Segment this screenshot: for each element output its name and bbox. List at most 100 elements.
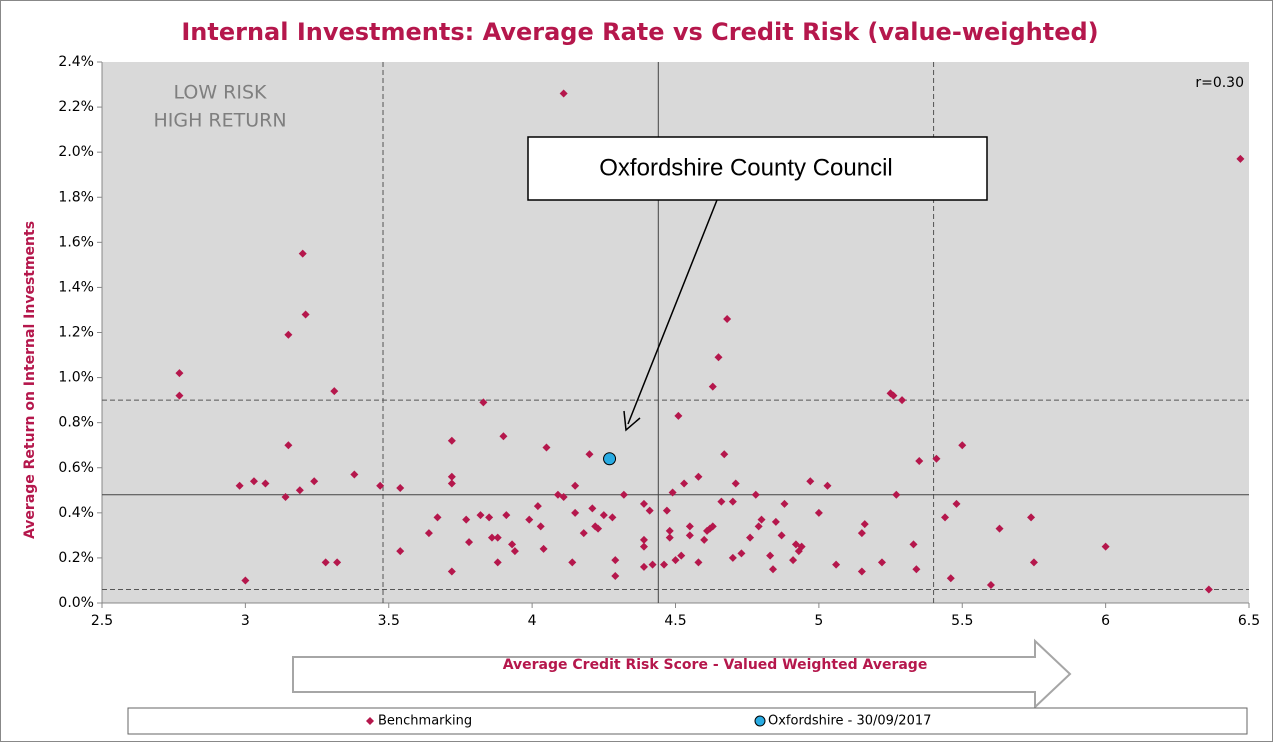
y-tick-label: 1.0% <box>58 370 94 386</box>
point <box>508 540 517 549</box>
point <box>424 529 433 538</box>
point <box>585 450 594 459</box>
point <box>958 441 967 450</box>
point <box>462 515 471 524</box>
legend-marker <box>366 717 374 725</box>
point <box>330 387 339 396</box>
point <box>447 472 456 481</box>
x-tick-label: 3.5 <box>378 613 400 629</box>
point <box>559 89 568 98</box>
x-tick-label: 3 <box>241 613 250 629</box>
point <box>476 511 485 520</box>
point <box>909 540 918 549</box>
point <box>499 432 508 441</box>
point <box>568 558 577 567</box>
point <box>857 567 866 576</box>
point <box>1204 585 1213 594</box>
point <box>639 535 648 544</box>
point <box>708 522 717 531</box>
point <box>376 481 385 490</box>
point <box>708 382 717 391</box>
point <box>832 560 841 569</box>
legend-marker <box>754 715 766 727</box>
point <box>510 547 519 556</box>
point <box>857 529 866 538</box>
point <box>542 443 551 452</box>
point <box>662 506 671 515</box>
callout-text: Oxfordshire County Council <box>599 154 892 181</box>
point <box>447 479 456 488</box>
point <box>694 558 703 567</box>
y-tick-label: 2.2% <box>58 99 94 115</box>
y-tick-label: 0.6% <box>58 460 94 476</box>
point <box>281 493 290 502</box>
point <box>493 558 502 567</box>
point <box>433 513 442 522</box>
point <box>571 508 580 517</box>
x-tick-label: 6 <box>1101 613 1110 629</box>
point <box>301 310 310 319</box>
point <box>780 499 789 508</box>
y-tick-label: 2.0% <box>58 144 94 160</box>
point <box>1029 558 1038 567</box>
point <box>797 542 806 551</box>
point <box>295 486 304 495</box>
point <box>559 493 568 502</box>
point <box>594 524 603 533</box>
point <box>525 515 534 524</box>
point <box>333 558 342 567</box>
point <box>1236 154 1245 163</box>
point <box>823 481 832 490</box>
point <box>766 551 775 560</box>
y-tick-label: 1.2% <box>58 325 94 341</box>
x-tick-label: 4 <box>528 613 537 629</box>
point <box>611 571 620 580</box>
point <box>645 506 654 515</box>
y-tick-label: 1.8% <box>58 189 94 205</box>
point <box>310 477 319 486</box>
point <box>660 560 669 569</box>
x-axis-label: Average Credit Risk Score - Valued Weigh… <box>503 657 928 673</box>
annotation: HIGH RETURN <box>153 110 286 132</box>
point <box>284 330 293 339</box>
y-tick-label: 1.4% <box>58 279 94 295</box>
y-tick-label: 0.4% <box>58 505 94 521</box>
point <box>754 522 763 531</box>
y-axis-label: Average Return on Internal Investments <box>22 221 38 539</box>
point <box>665 526 674 535</box>
point <box>1027 513 1036 522</box>
point <box>685 531 694 540</box>
x-tick-label: 5.5 <box>951 613 973 629</box>
point <box>720 450 729 459</box>
point <box>284 441 293 450</box>
legend-label: Benchmarking <box>378 714 472 729</box>
marks: 0.0% 0.2% 0.4% 0.6% 0.8% 1.0% 1.2% 1.4% 1.6% 1.8%… <box>58 54 1260 729</box>
y-tick-label: 2.4% <box>58 54 94 70</box>
point <box>1101 542 1110 551</box>
point <box>746 533 755 542</box>
point <box>608 513 617 522</box>
point <box>912 565 921 574</box>
x-tick-label: 2.5 <box>91 613 113 629</box>
point <box>539 544 548 553</box>
point <box>877 558 886 567</box>
point <box>728 497 737 506</box>
x-tick-label: 5 <box>814 613 823 629</box>
point <box>175 369 184 378</box>
point <box>235 481 244 490</box>
correlation-label: r=0.30 <box>1195 75 1244 91</box>
point <box>771 517 780 526</box>
point <box>677 551 686 560</box>
point <box>579 529 588 538</box>
point <box>447 567 456 576</box>
point <box>700 535 709 544</box>
point <box>757 515 766 524</box>
legend-box <box>127 707 1248 735</box>
point <box>536 522 545 531</box>
point <box>533 502 542 511</box>
callout-arrow <box>627 199 718 425</box>
point <box>648 560 657 569</box>
x-axis-arrow <box>292 638 1072 710</box>
point <box>603 452 617 466</box>
point <box>611 556 620 565</box>
